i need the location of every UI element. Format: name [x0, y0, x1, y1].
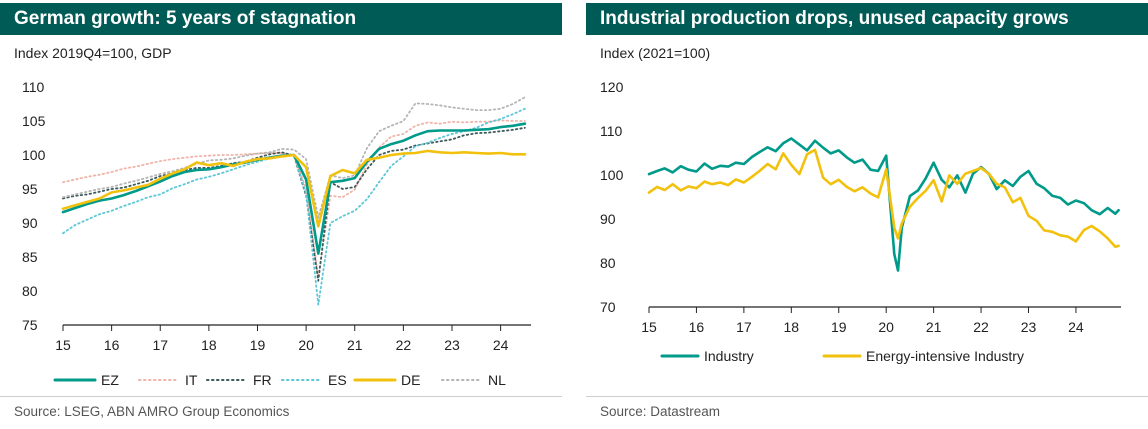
y-tick-label: 80	[22, 283, 38, 299]
x-tick-label: 18	[201, 337, 217, 353]
legend-label: DE	[401, 372, 420, 388]
legend-label: Energy-intensive Industry	[866, 348, 1024, 364]
y-tick-label: 90	[22, 215, 38, 231]
x-tick-label: 19	[250, 337, 266, 353]
right-chart-panel: Industrial production drops, unused capa…	[586, 0, 1148, 429]
x-tick-label: 20	[878, 319, 894, 335]
legend-label: IT	[185, 372, 198, 388]
legend-label: Industry	[704, 348, 754, 364]
series-line-de	[61, 149, 527, 228]
x-tick-label: 15	[55, 337, 71, 353]
y-tick-label: 110	[600, 123, 623, 139]
source-divider	[0, 396, 562, 397]
chart-title: German growth: 5 years of stagnation	[0, 3, 562, 35]
gdp-line-chart: 75 80 85 90 95 100 105 110 15 16 17 18 19 20 21 22 23 24 E…	[22, 79, 531, 388]
x-tick-label: 22	[396, 337, 412, 353]
source-divider	[586, 396, 1148, 397]
series-line-fr	[62, 126, 526, 282]
y-tick-label: 100	[22, 147, 46, 163]
x-tick-label: 17	[152, 337, 168, 353]
series-line-industry	[647, 137, 1120, 272]
y-tick-label: 90	[600, 211, 616, 227]
chart-subtitle: Index 2019Q4=100, GDP	[14, 45, 172, 61]
x-tick-label: 17	[736, 319, 752, 335]
x-tick-label: 23	[1021, 319, 1037, 335]
x-tick-label: 21	[347, 337, 363, 353]
x-tick-label: 24	[493, 337, 509, 353]
x-tick-label: 16	[104, 337, 120, 353]
x-tick-label: 16	[689, 319, 705, 335]
y-tick-label: 70	[600, 299, 616, 315]
x-tick-label: 21	[926, 319, 942, 335]
y-tick-label: 85	[22, 249, 38, 265]
y-tick-label: 100	[600, 167, 624, 183]
left-chart-panel: German growth: 5 years of stagnation Ind…	[0, 0, 562, 429]
x-tick-label: 23	[444, 337, 460, 353]
source-note: Source: LSEG, ABN AMRO Group Economics	[14, 404, 290, 419]
y-tick-label: 110	[22, 79, 45, 95]
y-tick-label: 95	[22, 181, 38, 197]
chart-title: Industrial production drops, unused capa…	[586, 3, 1148, 35]
x-tick-label: 22	[973, 319, 989, 335]
legend-label: NL	[488, 372, 506, 388]
y-tick-label: 80	[600, 255, 616, 271]
source-note: Source: Datastream	[600, 404, 721, 419]
y-tick-label: 120	[600, 79, 624, 95]
x-tick-label: 15	[641, 319, 657, 335]
y-tick-label: 75	[22, 317, 38, 333]
x-tick-label: 18	[784, 319, 800, 335]
legend-label: FR	[253, 372, 272, 388]
chart-subtitle: Index (2021=100)	[600, 45, 711, 61]
legend-label: ES	[328, 372, 347, 388]
x-tick-label: 24	[1068, 319, 1084, 335]
y-tick-label: 105	[22, 113, 46, 129]
series-line-energy-intensive-industry	[647, 148, 1120, 248]
x-tick-label: 20	[298, 337, 314, 353]
series-line-it	[62, 119, 526, 279]
x-tick-label: 19	[831, 319, 847, 335]
legend-label: EZ	[101, 372, 119, 388]
industrial-production-line-chart: 70 80 90 100 110 120 15 16 17 18 19 20 21 22 23 24 Indus…	[600, 79, 1121, 364]
